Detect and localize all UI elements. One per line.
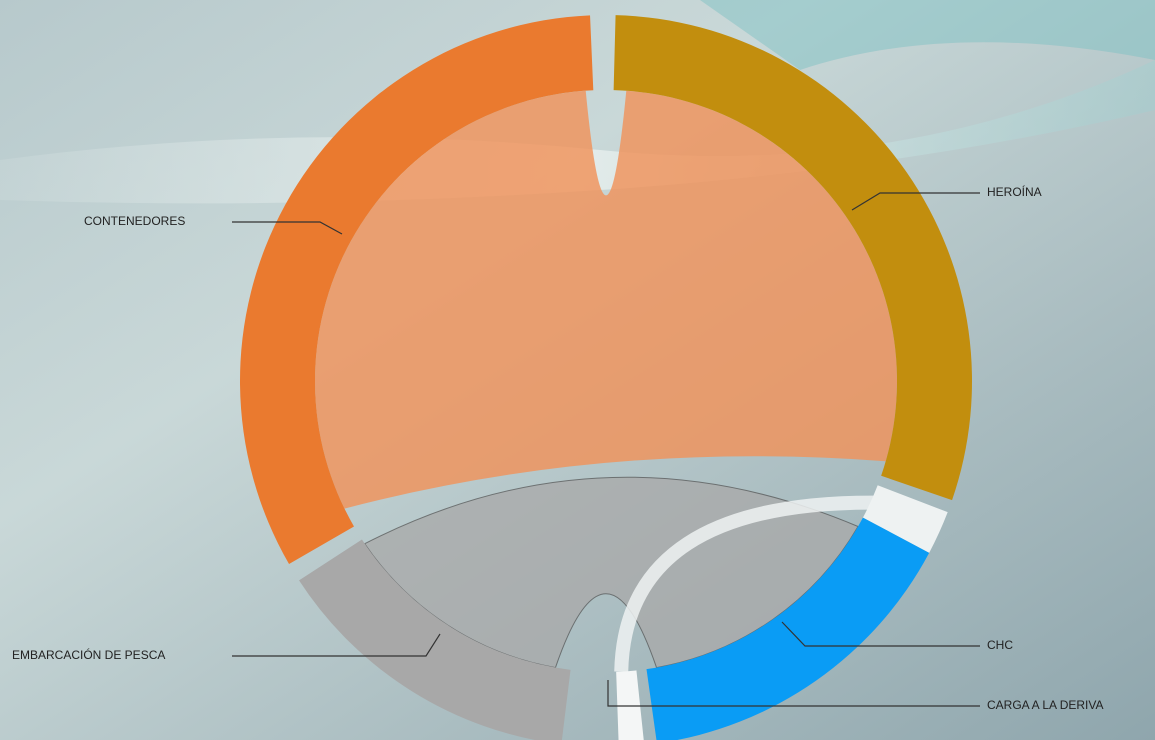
leader-line <box>232 633 441 657</box>
node-label: CONTENEDORES <box>84 214 185 228</box>
node-label: EMBARCACIÓN DE PESCA <box>12 647 165 662</box>
node-arc <box>613 15 972 501</box>
node-arc <box>616 670 644 740</box>
leader-line <box>851 192 980 211</box>
leader-line <box>781 621 980 647</box>
node-label: HEROÍNA <box>987 184 1042 199</box>
chord <box>314 90 897 509</box>
node-label: CARGA A LA DERIVA <box>987 698 1104 712</box>
node-arc <box>862 485 948 553</box>
water-wave <box>0 60 1155 204</box>
node-label: CHC <box>987 638 1013 652</box>
node-arc <box>239 15 594 565</box>
leader-line <box>607 680 980 707</box>
chord <box>614 495 880 672</box>
water-wave <box>700 0 1155 70</box>
leader-line <box>232 221 343 235</box>
node-arc <box>299 539 571 740</box>
